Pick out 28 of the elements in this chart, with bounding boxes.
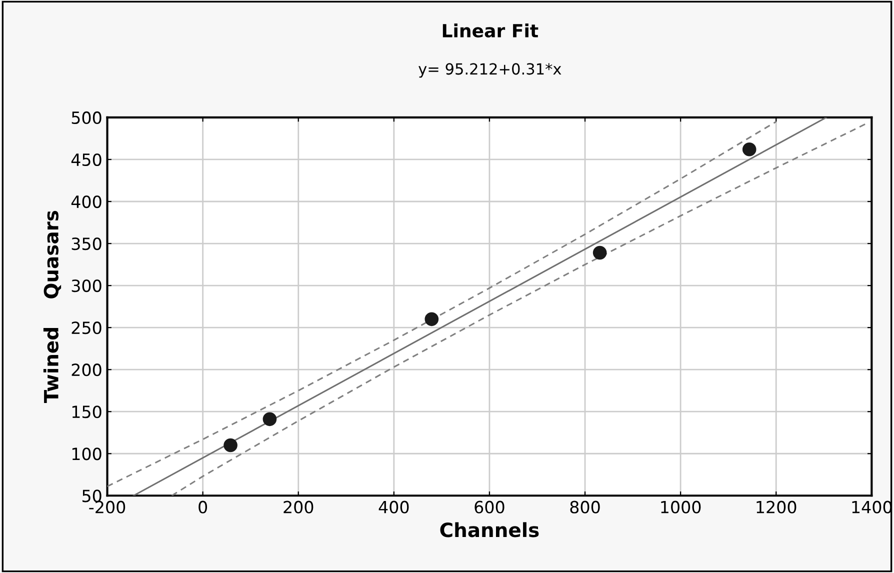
y-tick-label: 500: [72, 111, 102, 124]
x-tick-label: 400: [378, 500, 409, 514]
point: [224, 438, 238, 452]
y-tick-label: 150: [72, 406, 102, 418]
point: [424, 312, 439, 326]
point: [742, 142, 756, 156]
y-tick-label: 250: [72, 322, 102, 334]
x-tick-label: 1400: [852, 500, 892, 514]
y-tick-label: 50: [82, 490, 102, 502]
y-tick-label: 400: [71, 195, 102, 208]
x-tick-label: 1200: [756, 500, 796, 514]
y-tick-label: 200: [72, 364, 102, 376]
x-tick-label: 800: [570, 500, 600, 514]
x-tick-label: 0: [198, 500, 208, 514]
x-tick-label: 200: [284, 500, 314, 514]
y-tick-label: 100: [72, 448, 102, 460]
x-tick-label: 600: [474, 500, 504, 514]
y-tick-label: 300: [72, 280, 102, 292]
x-axis-title: Channels: [440, 522, 539, 538]
y-axis-title: Twined Quasars: [43, 210, 62, 404]
y-tick-label: 450: [71, 153, 102, 166]
point: [262, 412, 277, 426]
point: [592, 246, 607, 260]
chart-subtitle: y= 95.212+0.31*x: [418, 63, 562, 78]
x-tick-label: 1000: [661, 500, 701, 514]
chart-title: Linear Fit: [442, 24, 538, 38]
y-tick-label: 350: [72, 237, 102, 250]
x-tick-label: -200: [89, 500, 126, 514]
